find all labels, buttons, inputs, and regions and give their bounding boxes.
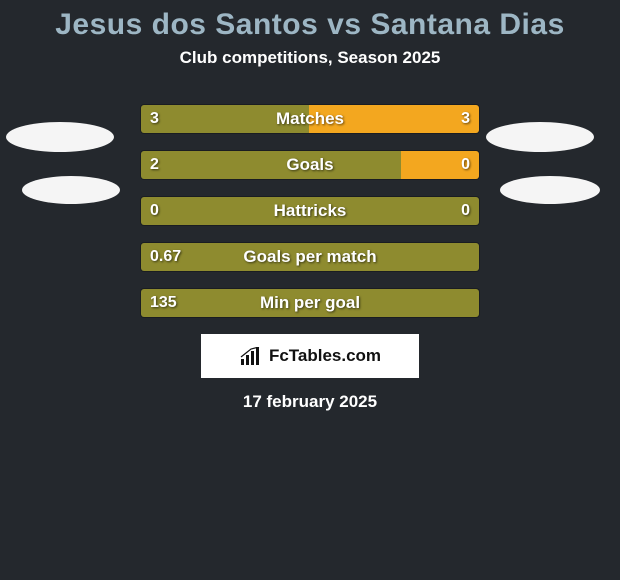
stat-row: Min per goal135	[0, 288, 620, 318]
stat-bar: Goals	[140, 150, 480, 180]
avatar-left-2	[22, 176, 120, 204]
stat-bar-left	[141, 105, 311, 133]
logo-text: FcTables.com	[269, 346, 381, 366]
subtitle: Club competitions, Season 2025	[0, 48, 620, 68]
avatar-right-1	[486, 122, 594, 152]
stat-row: Goals per match0.67	[0, 242, 620, 272]
stat-bar-left	[141, 197, 480, 225]
stat-bar-left	[141, 151, 403, 179]
logo-box: FcTables.com	[201, 334, 419, 378]
avatar-left-1	[6, 122, 114, 152]
page-title: Jesus dos Santos vs Santana Dias	[0, 0, 620, 42]
stat-bar: Min per goal	[140, 288, 480, 318]
stat-bar-left	[141, 289, 480, 317]
bar-chart-icon	[239, 347, 263, 365]
stat-bar-right	[309, 105, 479, 133]
stat-bar: Hattricks	[140, 196, 480, 226]
date-label: 17 february 2025	[0, 392, 620, 412]
stat-bar: Matches	[140, 104, 480, 134]
stat-bar-left	[141, 243, 480, 271]
stat-row: Goals20	[0, 150, 620, 180]
stat-bar: Goals per match	[140, 242, 480, 272]
stat-bar-right	[401, 151, 479, 179]
avatar-right-2	[500, 176, 600, 204]
